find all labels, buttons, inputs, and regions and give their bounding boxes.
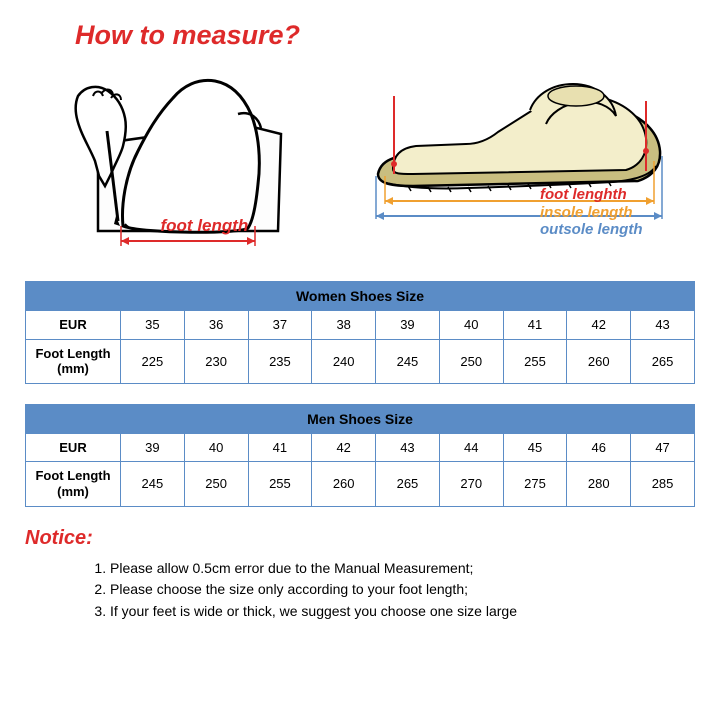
notice-item: If your feet is wide or thick, we sugges… — [110, 601, 695, 623]
legend-outsole: outsole length — [540, 221, 643, 238]
foot-measure-diagram: foot length — [43, 56, 323, 256]
length-legend: foot lenghth insole length outsole lengt… — [540, 186, 643, 238]
men-table-title: Men Shoes Size — [26, 404, 695, 433]
notice-list: Please allow 0.5cm error due to the Manu… — [110, 558, 695, 623]
shoe-section-diagram: foot lenghth insole length outsole lengt… — [358, 56, 678, 256]
row-label-eur: EUR — [26, 433, 121, 462]
women-size-table: Women Shoes Size EUR 35 36 37 38 39 40 4… — [25, 281, 695, 384]
notice-item: Please choose the size only according to… — [110, 579, 695, 601]
notice-item: Please allow 0.5cm error due to the Manu… — [110, 558, 695, 580]
diagram-row: foot length — [25, 56, 695, 256]
foot-length-label: foot length — [161, 216, 249, 236]
men-size-table: Men Shoes Size EUR 39 40 41 42 43 44 45 … — [25, 404, 695, 507]
row-label-eur: EUR — [26, 311, 121, 340]
page-title: How to measure? — [75, 20, 695, 51]
table-row: Foot Length (mm) 225 230 235 240 245 250… — [26, 339, 695, 383]
women-table-title: Women Shoes Size — [26, 282, 695, 311]
legend-insole: insole length — [540, 204, 643, 221]
row-label-footlength: Foot Length (mm) — [26, 339, 121, 383]
notice-title: Notice: — [25, 527, 695, 550]
row-label-footlength: Foot Length (mm) — [26, 462, 121, 506]
table-row: Foot Length (mm) 245 250 255 260 265 270… — [26, 462, 695, 506]
table-row: EUR 35 36 37 38 39 40 41 42 43 — [26, 311, 695, 340]
legend-foot: foot lenghth — [540, 186, 643, 203]
table-row: EUR 39 40 41 42 43 44 45 46 47 — [26, 433, 695, 462]
